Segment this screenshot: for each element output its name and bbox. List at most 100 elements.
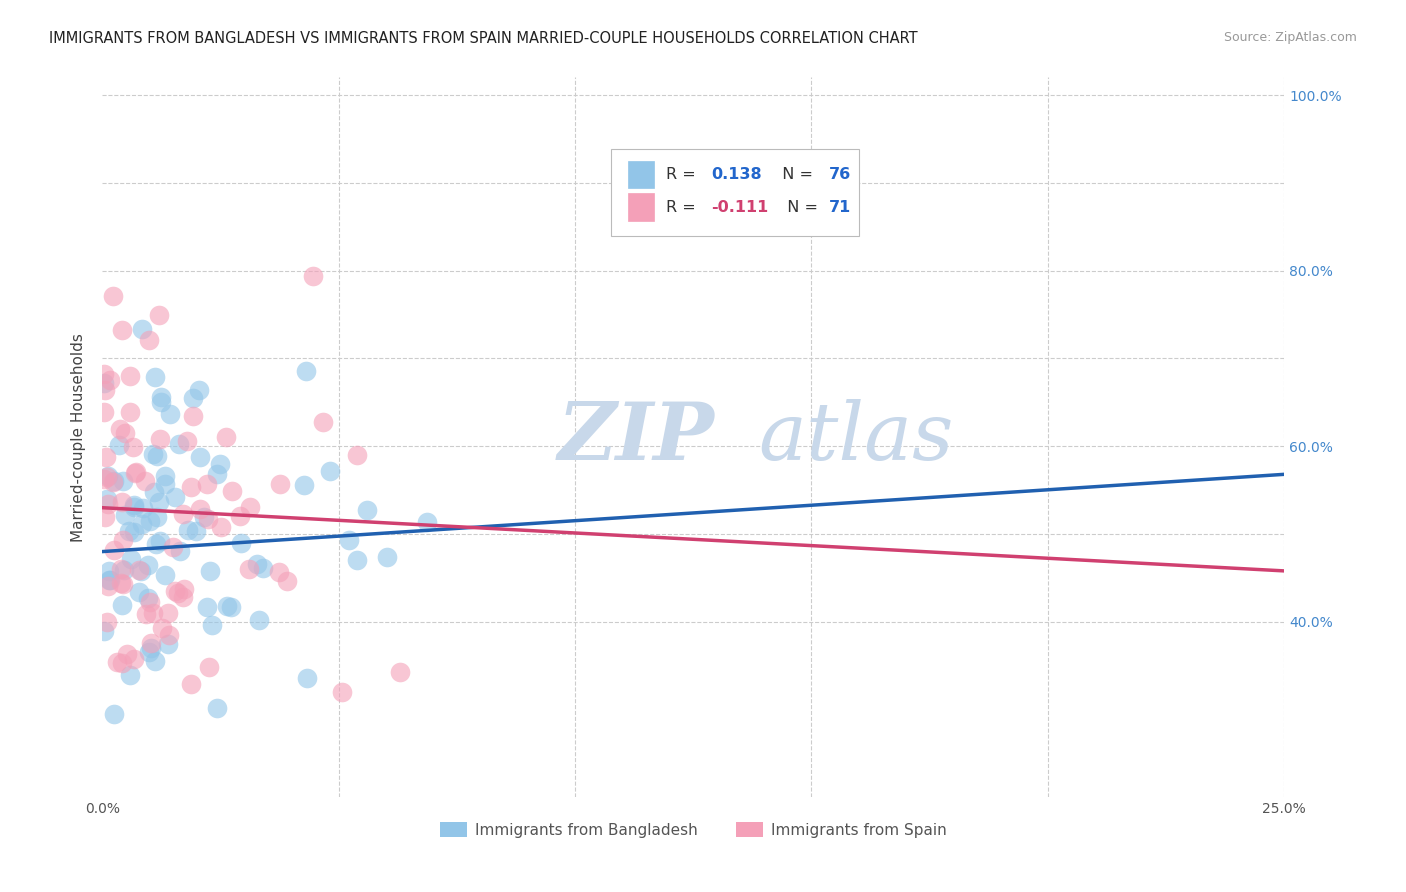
- Point: [209, 457, 232, 471]
- Point: [98, 373, 121, 387]
- Point: [141, 635, 163, 649]
- Point: [93, 376, 115, 390]
- Point: [269, 566, 291, 580]
- Point: [207, 701, 229, 715]
- Point: [138, 333, 160, 347]
- Point: [141, 641, 163, 656]
- Point: [96, 492, 118, 507]
- Point: [149, 534, 172, 549]
- Point: [93, 624, 115, 638]
- Point: [346, 448, 368, 462]
- Point: [96, 450, 118, 464]
- Point: [295, 364, 318, 378]
- Point: [149, 433, 172, 447]
- Point: [229, 509, 252, 524]
- Point: [128, 585, 150, 599]
- Point: [180, 480, 202, 494]
- Point: [177, 523, 200, 537]
- Point: [145, 510, 167, 524]
- Point: [103, 542, 125, 557]
- Point: [138, 645, 160, 659]
- Point: [221, 483, 243, 498]
- Point: [117, 647, 139, 661]
- Point: [172, 507, 194, 521]
- Point: [111, 475, 134, 489]
- Point: [121, 440, 143, 454]
- Point: [118, 668, 141, 682]
- Text: 0.138: 0.138: [711, 167, 762, 182]
- Point: [97, 579, 120, 593]
- Text: IMMIGRANTS FROM BANGLADESH VS IMMIGRANTS FROM SPAIN MARRIED-COUPLE HOUSEHOLDS CO: IMMIGRANTS FROM BANGLADESH VS IMMIGRANTS…: [49, 31, 918, 46]
- Point: [93, 384, 115, 398]
- Point: [176, 434, 198, 449]
- Point: [388, 665, 411, 680]
- Point: [193, 510, 215, 524]
- Point: [172, 591, 194, 605]
- Point: [163, 584, 186, 599]
- Point: [138, 514, 160, 528]
- Point: [96, 470, 118, 484]
- Point: [346, 552, 368, 566]
- Point: [131, 322, 153, 336]
- Point: [269, 476, 291, 491]
- Point: [246, 558, 269, 572]
- Point: [167, 436, 190, 450]
- Point: [132, 500, 155, 515]
- Bar: [628, 194, 654, 220]
- Text: R =: R =: [666, 167, 702, 182]
- Point: [188, 384, 211, 398]
- Text: Source: ZipAtlas.com: Source: ZipAtlas.com: [1223, 31, 1357, 45]
- Point: [167, 586, 190, 600]
- Point: [124, 467, 146, 481]
- Point: [219, 600, 242, 615]
- Text: N =: N =: [778, 200, 824, 215]
- Text: atlas: atlas: [758, 399, 953, 476]
- Point: [108, 437, 131, 451]
- Point: [142, 447, 165, 461]
- Point: [169, 544, 191, 558]
- Point: [195, 477, 218, 491]
- Point: [295, 671, 318, 685]
- Point: [103, 706, 125, 721]
- Point: [135, 607, 157, 622]
- Point: [143, 654, 166, 668]
- Point: [207, 467, 229, 482]
- Point: [150, 390, 173, 404]
- Point: [134, 474, 156, 488]
- Point: [183, 392, 205, 406]
- Point: [155, 477, 177, 491]
- Point: [142, 485, 165, 500]
- Point: [114, 426, 136, 441]
- Text: 71: 71: [830, 200, 852, 215]
- Legend: Immigrants from Bangladesh, Immigrants from Spain: Immigrants from Bangladesh, Immigrants f…: [433, 815, 953, 844]
- Point: [197, 600, 219, 615]
- Point: [96, 615, 118, 629]
- Point: [118, 405, 141, 419]
- Point: [118, 368, 141, 383]
- Point: [103, 475, 125, 490]
- Point: [111, 495, 134, 509]
- Point: [101, 289, 124, 303]
- Point: [312, 415, 335, 429]
- Point: [98, 573, 121, 587]
- Point: [93, 472, 115, 486]
- Point: [146, 449, 169, 463]
- Point: [114, 563, 136, 577]
- Point: [103, 474, 125, 488]
- Point: [201, 618, 224, 632]
- Bar: [628, 161, 654, 188]
- Point: [124, 499, 146, 513]
- Point: [131, 517, 153, 532]
- Point: [114, 508, 136, 523]
- Point: [153, 568, 176, 582]
- Point: [198, 660, 221, 674]
- FancyBboxPatch shape: [610, 150, 859, 235]
- Point: [186, 524, 208, 539]
- Point: [215, 599, 238, 613]
- Point: [157, 628, 180, 642]
- Point: [179, 677, 201, 691]
- Point: [142, 607, 165, 621]
- Point: [188, 502, 211, 516]
- Point: [136, 558, 159, 572]
- Point: [105, 655, 128, 669]
